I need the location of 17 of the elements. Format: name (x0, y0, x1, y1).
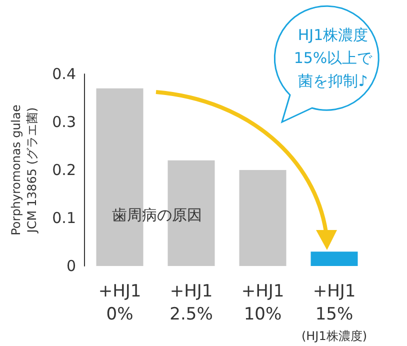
annotation: 歯周病の原因 (112, 206, 202, 225)
bar (310, 252, 358, 266)
x-tick-label: +HJ1 15% (HJ1株濃度) (301, 282, 368, 343)
y-tick-label: 0.4 (52, 65, 76, 83)
x-tick-label: +HJ1 0% (98, 282, 142, 324)
x-tick-label: +HJ1 2.5% (170, 282, 213, 324)
text: HJ1株濃度 (296, 25, 370, 46)
y-tick-label: 0 (66, 257, 76, 275)
text: 15%以上で (292, 48, 374, 69)
y-tick-label: 0.2 (52, 161, 76, 179)
y-tick-label: 0.1 (52, 209, 76, 227)
bar (96, 88, 144, 266)
x-tick-label: +HJ1 10% (241, 282, 284, 324)
y-axis-title: Porphyromonas gulae JCM 13865 (グラエ菌) (9, 104, 39, 236)
bar (239, 170, 286, 266)
y-tick-label: 0.3 (52, 113, 76, 131)
annotation: 菌を抑制♪ (297, 71, 369, 92)
